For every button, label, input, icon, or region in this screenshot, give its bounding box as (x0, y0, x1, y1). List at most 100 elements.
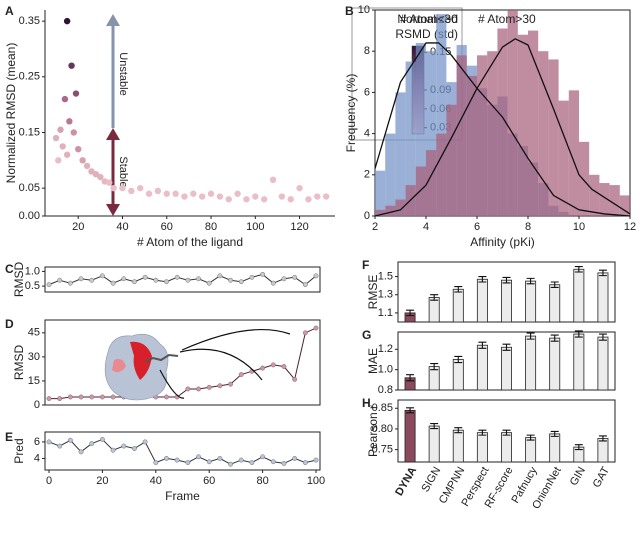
arrow (179, 348, 263, 381)
error-bar (430, 294, 439, 301)
point (190, 190, 197, 197)
x-tick-label: SIGN (419, 465, 443, 494)
legend-entry: # Atom<30 (400, 12, 458, 26)
histogram-bar (456, 55, 467, 216)
point (249, 274, 255, 280)
point (72, 90, 80, 97)
error-bar (430, 362, 439, 371)
point (196, 386, 201, 392)
point (142, 274, 148, 280)
x-tick-label: 2 (372, 221, 378, 233)
x-tick-label: DYNA (393, 465, 419, 498)
point (206, 280, 212, 286)
histogram-bar (415, 166, 426, 216)
bar (501, 346, 512, 391)
bar (476, 278, 488, 323)
point (66, 118, 73, 125)
point (249, 460, 255, 465)
error-bar (502, 343, 511, 351)
point (260, 271, 265, 277)
legend-entry: # Atom>30 (478, 12, 536, 26)
y-tick-label: 0.15 (19, 126, 40, 138)
point (185, 460, 191, 465)
point (68, 62, 75, 69)
histogram-bar (395, 92, 406, 216)
histogram-bar (395, 199, 406, 216)
histogram-bar (446, 104, 457, 216)
y-tick-label: 0.05 (19, 182, 40, 194)
bar (597, 438, 609, 463)
point (59, 143, 66, 150)
point (206, 384, 212, 390)
error-bar (430, 423, 439, 430)
y-tick-label: 1.1 (378, 307, 393, 319)
point (154, 187, 162, 195)
point (270, 459, 276, 465)
histogram-bar (436, 133, 447, 216)
arrow-head (106, 204, 120, 216)
point (216, 193, 224, 200)
bar (476, 344, 488, 391)
x-axis-label: Frame (165, 489, 200, 503)
x-tick-label: 100 (307, 475, 325, 487)
bar (476, 432, 488, 463)
histogram-bar (507, 10, 518, 216)
point (238, 457, 244, 463)
bar (525, 280, 537, 323)
point (67, 280, 73, 286)
x-tick-label: 10 (573, 221, 585, 233)
point (57, 277, 63, 283)
bar (573, 268, 585, 323)
histogram-bar (375, 209, 386, 216)
point (198, 193, 206, 200)
point (97, 173, 104, 181)
histogram-bar (558, 100, 569, 216)
histogram-bar (477, 55, 488, 216)
error-bar (550, 430, 559, 437)
histogram-bar (538, 51, 549, 217)
error-bar (550, 281, 559, 289)
annotation: Stable (117, 156, 129, 187)
point (142, 439, 148, 445)
error-bar (574, 444, 583, 451)
point (238, 279, 244, 285)
point (78, 449, 84, 455)
y-tick-label: 0.85 (372, 402, 393, 414)
error-bar (598, 269, 607, 277)
point (281, 460, 287, 466)
y-axis-label: Pearson r (366, 405, 380, 457)
point (163, 190, 170, 197)
x-tick-label: 4 (423, 221, 429, 233)
bar (549, 284, 561, 323)
panel-label: A (5, 4, 14, 18)
x-tick-label: 0 (46, 475, 52, 487)
error-bar (502, 429, 511, 436)
y-tick-label: 10 (358, 4, 370, 16)
point (78, 276, 84, 282)
x-tick-label: 60 (161, 221, 173, 233)
histogram-bar (466, 75, 477, 216)
point (100, 394, 105, 400)
y-tick-label: 6 (34, 436, 40, 448)
point (61, 95, 69, 103)
x-axis-label: Affinity (pKi) (470, 235, 534, 249)
point (292, 376, 298, 382)
point (70, 129, 77, 136)
histogram-bar (599, 183, 610, 216)
point (292, 456, 298, 461)
y-axis-label: Pred (12, 438, 26, 463)
point (196, 276, 201, 282)
point (105, 179, 113, 186)
point (296, 184, 303, 192)
point (110, 394, 116, 400)
point (322, 193, 330, 200)
trajectory-line (48, 438, 317, 465)
y-tick-label: 0.25 (19, 71, 40, 83)
point (172, 190, 179, 197)
panel-label: H (362, 396, 371, 410)
point (206, 459, 212, 465)
point (46, 396, 52, 401)
point (100, 273, 105, 279)
error-bar (478, 275, 487, 283)
